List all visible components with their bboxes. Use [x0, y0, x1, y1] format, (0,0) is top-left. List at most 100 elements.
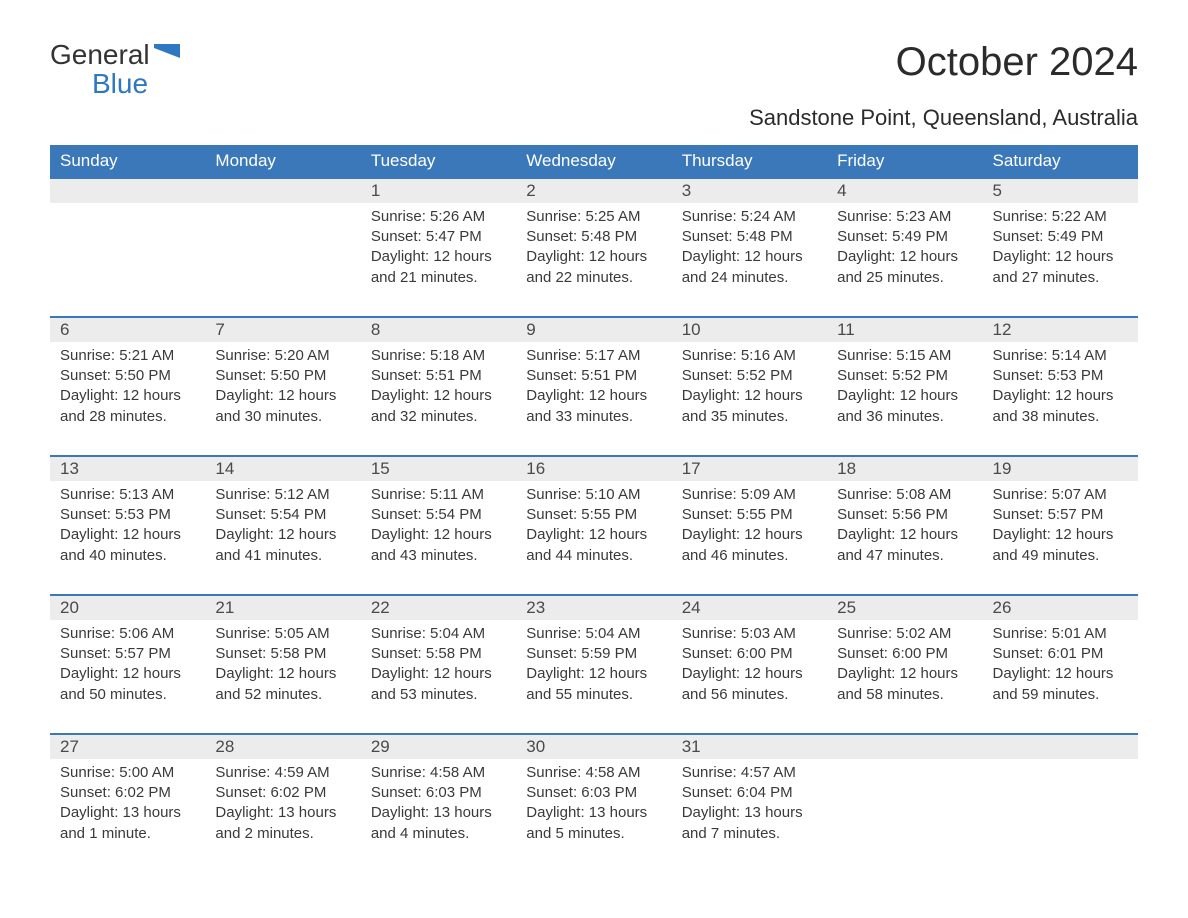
dl1-text: Daylight: 13 hours	[682, 803, 817, 823]
sunset-text: Sunset: 5:58 PM	[371, 644, 506, 664]
brand-word2: Blue	[92, 69, 180, 98]
day-details: Sunrise: 5:09 AMSunset: 5:55 PMDaylight:…	[672, 481, 827, 594]
dl1-text: Daylight: 12 hours	[993, 664, 1128, 684]
sunset-text: Sunset: 5:58 PM	[215, 644, 350, 664]
sunrise-text: Sunrise: 5:06 AM	[60, 624, 195, 644]
day-details: Sunrise: 5:13 AMSunset: 5:53 PMDaylight:…	[50, 481, 205, 594]
sunset-text: Sunset: 5:52 PM	[837, 366, 972, 386]
sunset-text: Sunset: 5:49 PM	[993, 227, 1128, 247]
day-number: 18	[827, 457, 982, 481]
sunset-text: Sunset: 6:04 PM	[682, 783, 817, 803]
dl2-text: and 47 minutes.	[837, 546, 972, 566]
day-number: 3	[672, 179, 827, 203]
sunrise-text: Sunrise: 5:21 AM	[60, 346, 195, 366]
page-title: October 2024	[896, 40, 1138, 85]
calendar-cell: 7Sunrise: 5:20 AMSunset: 5:50 PMDaylight…	[205, 317, 360, 456]
calendar-cell: 10Sunrise: 5:16 AMSunset: 5:52 PMDayligh…	[672, 317, 827, 456]
day-number: 6	[50, 318, 205, 342]
calendar-cell: 21Sunrise: 5:05 AMSunset: 5:58 PMDayligh…	[205, 595, 360, 734]
dow-header: Thursday	[672, 145, 827, 178]
dl2-text: and 44 minutes.	[526, 546, 661, 566]
calendar-week-row: 27Sunrise: 5:00 AMSunset: 6:02 PMDayligh…	[50, 734, 1138, 872]
day-details: Sunrise: 5:16 AMSunset: 5:52 PMDaylight:…	[672, 342, 827, 455]
dl1-text: Daylight: 12 hours	[837, 525, 972, 545]
dl2-text: and 52 minutes.	[215, 685, 350, 705]
day-details: Sunrise: 5:01 AMSunset: 6:01 PMDaylight:…	[983, 620, 1138, 733]
day-details: Sunrise: 5:23 AMSunset: 5:49 PMDaylight:…	[827, 203, 982, 316]
sunset-text: Sunset: 5:53 PM	[993, 366, 1128, 386]
day-number: 9	[516, 318, 671, 342]
dl2-text: and 24 minutes.	[682, 268, 817, 288]
sunrise-text: Sunrise: 5:01 AM	[993, 624, 1128, 644]
dl1-text: Daylight: 12 hours	[993, 247, 1128, 267]
sunrise-text: Sunrise: 5:12 AM	[215, 485, 350, 505]
dl1-text: Daylight: 12 hours	[60, 525, 195, 545]
day-details: Sunrise: 4:59 AMSunset: 6:02 PMDaylight:…	[205, 759, 360, 872]
calendar-cell: 25Sunrise: 5:02 AMSunset: 6:00 PMDayligh…	[827, 595, 982, 734]
dl1-text: Daylight: 12 hours	[371, 386, 506, 406]
sunset-text: Sunset: 5:48 PM	[682, 227, 817, 247]
day-number: 29	[361, 735, 516, 759]
sunrise-text: Sunrise: 5:08 AM	[837, 485, 972, 505]
sunset-text: Sunset: 5:56 PM	[837, 505, 972, 525]
sunset-text: Sunset: 5:55 PM	[682, 505, 817, 525]
dl1-text: Daylight: 12 hours	[526, 525, 661, 545]
sunrise-text: Sunrise: 4:58 AM	[526, 763, 661, 783]
dl1-text: Daylight: 12 hours	[682, 525, 817, 545]
dl1-text: Daylight: 12 hours	[993, 525, 1128, 545]
calendar-body: 1Sunrise: 5:26 AMSunset: 5:47 PMDaylight…	[50, 178, 1138, 872]
flag-icon	[154, 40, 180, 69]
day-details: Sunrise: 4:57 AMSunset: 6:04 PMDaylight:…	[672, 759, 827, 872]
calendar-header-row: Sunday Monday Tuesday Wednesday Thursday…	[50, 145, 1138, 178]
day-number: 4	[827, 179, 982, 203]
dl2-text: and 49 minutes.	[993, 546, 1128, 566]
calendar-cell: 29Sunrise: 4:58 AMSunset: 6:03 PMDayligh…	[361, 734, 516, 872]
dl2-text: and 55 minutes.	[526, 685, 661, 705]
sunset-text: Sunset: 6:03 PM	[371, 783, 506, 803]
day-details: Sunrise: 5:04 AMSunset: 5:59 PMDaylight:…	[516, 620, 671, 733]
calendar-cell: 11Sunrise: 5:15 AMSunset: 5:52 PMDayligh…	[827, 317, 982, 456]
dl2-text: and 2 minutes.	[215, 824, 350, 844]
dl1-text: Daylight: 12 hours	[60, 664, 195, 684]
dl2-text: and 27 minutes.	[993, 268, 1128, 288]
sunrise-text: Sunrise: 5:24 AM	[682, 207, 817, 227]
day-details: Sunrise: 4:58 AMSunset: 6:03 PMDaylight:…	[516, 759, 671, 872]
dl2-text: and 4 minutes.	[371, 824, 506, 844]
day-details: Sunrise: 5:20 AMSunset: 5:50 PMDaylight:…	[205, 342, 360, 455]
dl2-text: and 21 minutes.	[371, 268, 506, 288]
dl2-text: and 50 minutes.	[60, 685, 195, 705]
dl2-text: and 53 minutes.	[371, 685, 506, 705]
sunrise-text: Sunrise: 5:22 AM	[993, 207, 1128, 227]
calendar-cell: 22Sunrise: 5:04 AMSunset: 5:58 PMDayligh…	[361, 595, 516, 734]
sunrise-text: Sunrise: 5:17 AM	[526, 346, 661, 366]
day-details: Sunrise: 4:58 AMSunset: 6:03 PMDaylight:…	[361, 759, 516, 872]
dl1-text: Daylight: 12 hours	[60, 386, 195, 406]
sunrise-text: Sunrise: 5:04 AM	[526, 624, 661, 644]
brand-logo: General Blue	[50, 40, 180, 99]
dl2-text: and 5 minutes.	[526, 824, 661, 844]
dl2-text: and 36 minutes.	[837, 407, 972, 427]
sunrise-text: Sunrise: 5:13 AM	[60, 485, 195, 505]
sunrise-text: Sunrise: 5:14 AM	[993, 346, 1128, 366]
day-number: 12	[983, 318, 1138, 342]
dl2-text: and 22 minutes.	[526, 268, 661, 288]
calendar-cell	[827, 734, 982, 872]
day-number: 19	[983, 457, 1138, 481]
dl2-text: and 1 minute.	[60, 824, 195, 844]
day-number: 13	[50, 457, 205, 481]
sunrise-text: Sunrise: 5:23 AM	[837, 207, 972, 227]
day-number: 27	[50, 735, 205, 759]
sunset-text: Sunset: 5:52 PM	[682, 366, 817, 386]
day-number: 8	[361, 318, 516, 342]
calendar-cell: 12Sunrise: 5:14 AMSunset: 5:53 PMDayligh…	[983, 317, 1138, 456]
calendar-cell	[205, 178, 360, 317]
day-number: 20	[50, 596, 205, 620]
calendar-cell: 30Sunrise: 4:58 AMSunset: 6:03 PMDayligh…	[516, 734, 671, 872]
day-number: 15	[361, 457, 516, 481]
sunrise-text: Sunrise: 5:09 AM	[682, 485, 817, 505]
day-number: 17	[672, 457, 827, 481]
day-details: Sunrise: 5:21 AMSunset: 5:50 PMDaylight:…	[50, 342, 205, 455]
day-details: Sunrise: 5:12 AMSunset: 5:54 PMDaylight:…	[205, 481, 360, 594]
sunrise-text: Sunrise: 5:16 AM	[682, 346, 817, 366]
day-details: Sunrise: 5:17 AMSunset: 5:51 PMDaylight:…	[516, 342, 671, 455]
